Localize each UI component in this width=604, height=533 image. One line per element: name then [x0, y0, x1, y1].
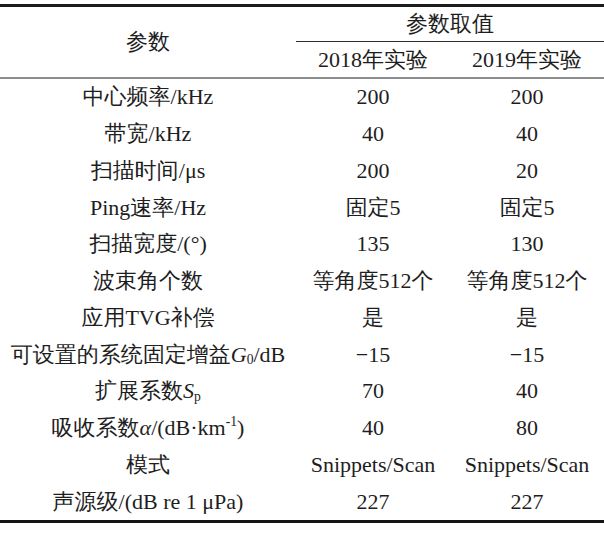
value-2019: 130: [450, 226, 604, 263]
value-2018: Snippets/Scan: [296, 447, 450, 484]
header-cell-2018: 2018年实验: [296, 42, 450, 77]
param-label: 带宽/kHz: [0, 116, 296, 153]
value-2019: 80: [450, 410, 604, 447]
header-cell-2019: 2019年实验: [450, 42, 604, 77]
table-rule-bottom: [0, 520, 604, 523]
value-2019: 40: [450, 116, 604, 153]
param-label: 模式: [0, 447, 296, 484]
table-row: 扫描宽度/(°)135130: [0, 226, 604, 263]
value-2019: 固定5: [450, 189, 604, 226]
param-label: 扩展系数Sp: [0, 373, 296, 410]
table-row: 波束角个数等角度512个等角度512个: [0, 263, 604, 300]
header-cell-parameter: 参数: [0, 7, 296, 77]
param-label: Ping速率/Hz: [0, 189, 296, 226]
table-row: 扫描时间/μs20020: [0, 153, 604, 190]
header-2018-label: 2018年实验: [318, 45, 428, 75]
header-2019-label: 2019年实验: [472, 45, 582, 75]
table-row: 带宽/kHz4040: [0, 116, 604, 153]
param-label: 扫描宽度/(°): [0, 226, 296, 263]
table-row: Ping速率/Hz固定5固定5: [0, 189, 604, 226]
paper-table-page: 参数 参数取值 2018年实验 2019年实验 中心频率/kHz200200带宽…: [0, 0, 604, 533]
value-2019: 40: [450, 373, 604, 410]
value-2019: −15: [450, 336, 604, 373]
param-label: 中心频率/kHz: [0, 79, 296, 116]
param-label: 扫描时间/μs: [0, 153, 296, 190]
value-2018: 227: [296, 483, 450, 520]
value-2018: −15: [296, 336, 450, 373]
header-group-region: 参数取值 2018年实验 2019年实验: [296, 7, 604, 77]
table-row: 扩展系数Sp7040: [0, 373, 604, 410]
parameter-header-label: 参数: [126, 27, 170, 57]
value-2018: 135: [296, 226, 450, 263]
value-2018: 是: [296, 300, 450, 337]
parameter-table: 参数 参数取值 2018年实验 2019年实验 中心频率/kHz200200带宽…: [0, 4, 604, 523]
value-2018: 等角度512个: [296, 263, 450, 300]
value-2018: 70: [296, 373, 450, 410]
table-row: 声源级/(dB re 1 μPa)227227: [0, 483, 604, 520]
table-row: 中心频率/kHz200200: [0, 79, 604, 116]
param-label: 可设置的系统固定增益G0/dB: [0, 336, 296, 373]
header-cell-parameter-values: 参数取值: [296, 7, 604, 42]
value-2019: 是: [450, 300, 604, 337]
value-2018: 40: [296, 410, 450, 447]
value-2018: 200: [296, 153, 450, 190]
header-subrow: 2018年实验 2019年实验: [296, 42, 604, 77]
table-row: 可设置的系统固定增益G0/dB−15−15: [0, 336, 604, 373]
value-2019: 20: [450, 153, 604, 190]
value-2018: 40: [296, 116, 450, 153]
param-label: 波束角个数: [0, 263, 296, 300]
value-2019: 等角度512个: [450, 263, 604, 300]
table-row: 应用TVG补偿是是: [0, 300, 604, 337]
param-label: 吸收系数α/(dB·km-1): [0, 410, 296, 447]
table-body: 中心频率/kHz200200带宽/kHz4040扫描时间/μs20020Ping…: [0, 79, 604, 520]
param-label: 声源级/(dB re 1 μPa): [0, 483, 296, 520]
table-header: 参数 参数取值 2018年实验 2019年实验: [0, 7, 604, 77]
value-2018: 固定5: [296, 189, 450, 226]
value-2019: 227: [450, 483, 604, 520]
table-row: 吸收系数α/(dB·km-1)4080: [0, 410, 604, 447]
value-2018: 200: [296, 79, 450, 116]
table-row: 模式Snippets/ScanSnippets/Scan: [0, 447, 604, 484]
value-2019: 200: [450, 79, 604, 116]
parameter-values-label: 参数取值: [406, 9, 494, 39]
value-2019: Snippets/Scan: [450, 447, 604, 484]
param-label: 应用TVG补偿: [0, 300, 296, 337]
